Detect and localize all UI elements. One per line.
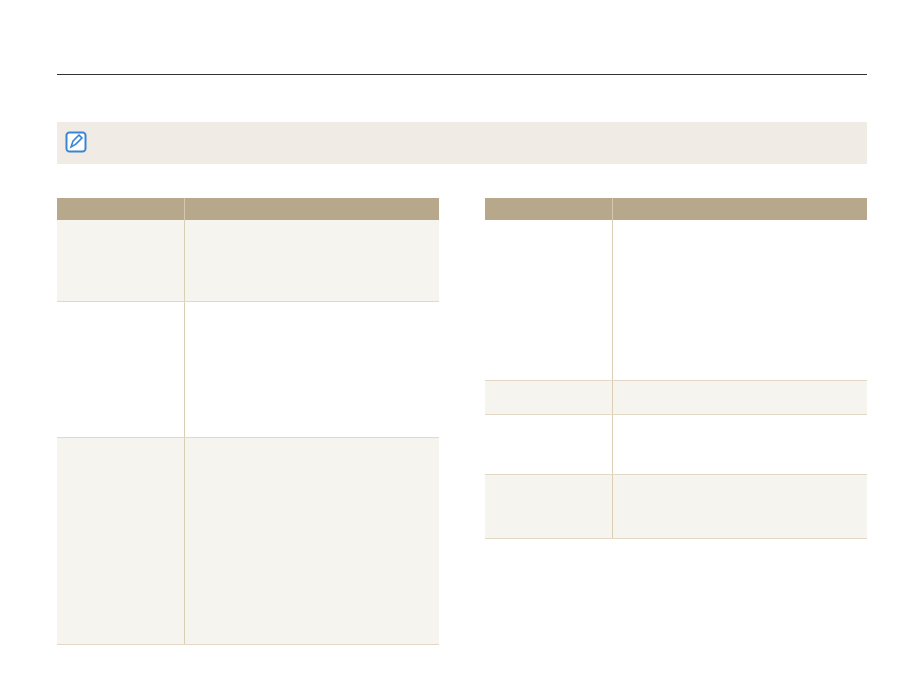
right-table (485, 198, 867, 539)
cell (184, 220, 439, 302)
cell (485, 474, 613, 539)
cell (485, 414, 613, 475)
table-row (57, 437, 439, 645)
header-rule (57, 74, 867, 75)
cell (612, 380, 867, 415)
table-row (57, 301, 439, 438)
table-row (485, 474, 867, 539)
cell (184, 301, 439, 438)
table-row (485, 380, 867, 415)
note-pencil-icon (65, 131, 87, 153)
left-header-1 (57, 198, 185, 220)
right-header-2 (612, 198, 867, 220)
cell (612, 414, 867, 475)
left-header-2 (184, 198, 439, 220)
cell (485, 380, 613, 415)
right-header-1 (485, 198, 613, 220)
cell (612, 220, 867, 381)
cell (612, 474, 867, 539)
cell (57, 220, 185, 302)
note-box (57, 122, 867, 164)
table-row (57, 220, 439, 302)
left-table (57, 198, 439, 645)
table-row (485, 414, 867, 475)
cell (57, 437, 185, 645)
cell (184, 437, 439, 645)
cell (57, 301, 185, 438)
table-row (485, 220, 867, 381)
cell (485, 220, 613, 381)
